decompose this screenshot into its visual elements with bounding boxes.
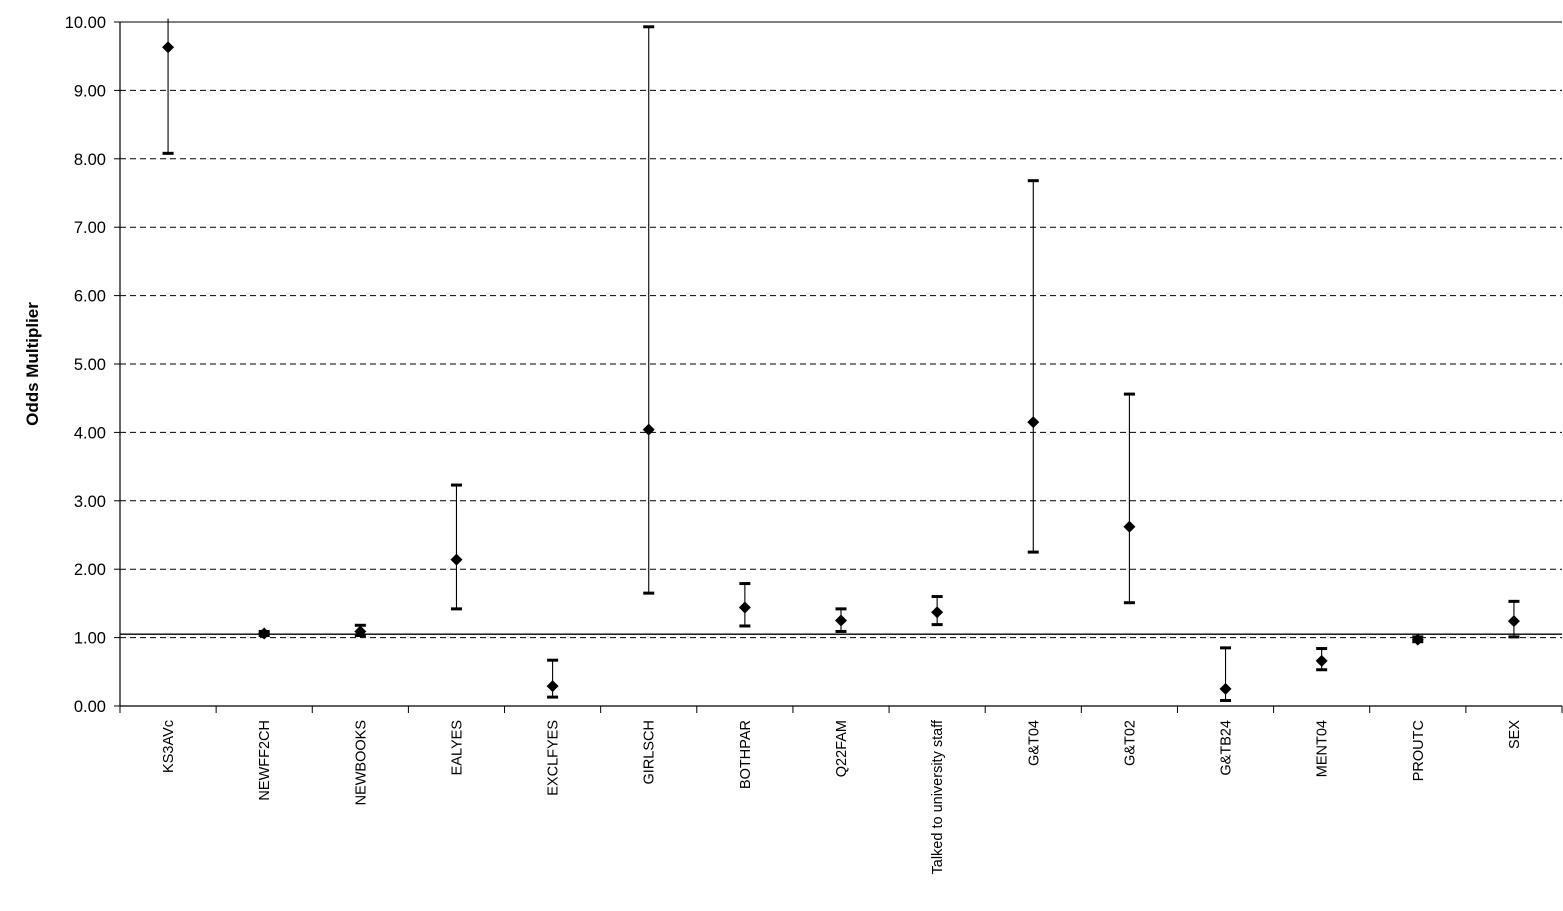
x-tick-label: G&T02 bbox=[1122, 720, 1138, 766]
data-point-diamond bbox=[162, 41, 175, 54]
data-point-diamond bbox=[258, 627, 271, 640]
x-tick-label: NEWFF2CH bbox=[257, 720, 273, 801]
data-point-diamond bbox=[931, 606, 944, 619]
y-tick-labels: 0.00 1.00 2.00 3.00 4.00 5.00 6.00 7.00 8.00 9.00… bbox=[65, 14, 106, 716]
x-tick-label: NEWBOOKS bbox=[353, 720, 369, 805]
x-tick-label: EALYES bbox=[449, 720, 465, 775]
data-point-diamond bbox=[1411, 633, 1424, 646]
y-tick-label: 6.00 bbox=[74, 288, 106, 306]
data-point-diamond bbox=[354, 625, 367, 638]
x-tick-label: G&TB24 bbox=[1219, 720, 1235, 776]
y-tick-label: 1.00 bbox=[74, 630, 106, 648]
x-tick-label: Talked to university staff bbox=[930, 719, 946, 874]
x-tick-labels: KS3AVc NEWFF2CH NEWBOOKS EALYES EXCLFYES GIRL… bbox=[161, 719, 1523, 874]
data-point-diamond bbox=[835, 614, 847, 627]
data-point-diamond bbox=[738, 601, 751, 614]
y-tick-label: 3.00 bbox=[74, 493, 106, 511]
x-tick-label: PROUTC bbox=[1411, 720, 1427, 781]
x-tick-label: EXCLFYES bbox=[546, 720, 562, 796]
y-tick-label: 2.00 bbox=[74, 561, 106, 579]
data-point-diamond bbox=[642, 423, 655, 436]
data-point-diamond bbox=[1123, 520, 1136, 533]
data-point-diamond bbox=[450, 553, 463, 566]
y-tick-label: 9.00 bbox=[74, 82, 106, 100]
gridlines bbox=[120, 89, 1562, 639]
x-tick-label: Q22FAM bbox=[834, 720, 850, 777]
y-tick-label: 10.00 bbox=[65, 14, 106, 32]
y-tick-label: 8.00 bbox=[74, 151, 106, 169]
x-tick-label: KS3AVc bbox=[161, 720, 177, 773]
x-tick-label: BOTHPAR bbox=[738, 720, 754, 789]
x-tick-label: SEX bbox=[1507, 720, 1523, 749]
y-tick-label: 7.00 bbox=[74, 219, 106, 237]
y-tick-label: 0.00 bbox=[74, 698, 106, 716]
error-bars bbox=[162, 18, 1520, 703]
y-tick-label: 4.00 bbox=[74, 424, 106, 442]
x-tick-label: G&T04 bbox=[1026, 720, 1042, 766]
data-points bbox=[162, 41, 1520, 695]
data-point-diamond bbox=[1315, 654, 1328, 667]
y-axis-title: Odds Multiplier bbox=[23, 302, 42, 426]
data-point-diamond bbox=[1507, 615, 1520, 628]
x-tick-label: MENT04 bbox=[1315, 720, 1331, 777]
x-tick-label: GIRLSCH bbox=[642, 720, 658, 784]
y-tick-label: 5.00 bbox=[74, 356, 106, 374]
data-point-diamond bbox=[546, 680, 559, 693]
data-point-diamond bbox=[1219, 682, 1232, 695]
data-point-diamond bbox=[1027, 416, 1040, 429]
